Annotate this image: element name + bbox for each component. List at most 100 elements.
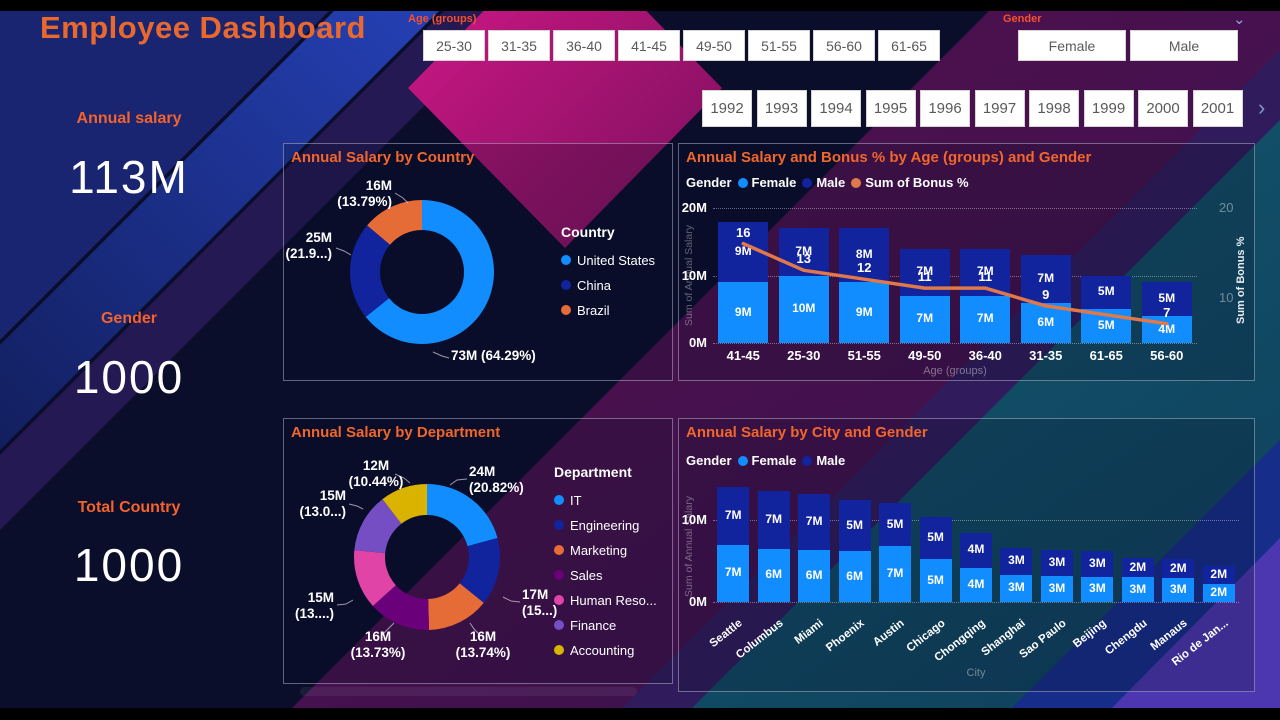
donut-slice-engineering[interactable]: [459, 538, 500, 603]
bar-male-austin[interactable]: [879, 502, 912, 547]
bar-female-beijing[interactable]: [1081, 576, 1114, 602]
legend-item-engineering[interactable]: Engineering: [554, 516, 657, 534]
bar-female-chengdu[interactable]: [1121, 577, 1154, 602]
age-option-31-35[interactable]: 31-35: [488, 30, 550, 61]
year-option-1994[interactable]: 1994: [811, 90, 861, 127]
year-option-2001[interactable]: 2001: [1192, 90, 1243, 127]
bar-male-chicago[interactable]: [919, 516, 952, 560]
age-option-51-55[interactable]: 51-55: [748, 30, 810, 61]
year-option-1993[interactable]: 1993: [756, 90, 807, 127]
age-option-56-60[interactable]: 56-60: [813, 30, 875, 61]
bar-female-phoenix[interactable]: [838, 551, 871, 602]
year-option-1997[interactable]: 1997: [974, 90, 1025, 127]
year-option-1996[interactable]: 1996: [920, 90, 970, 127]
line-value-label: 7: [1163, 304, 1171, 320]
gender-option-male[interactable]: Male: [1130, 30, 1238, 61]
legend-item-male[interactable]: Male: [802, 453, 845, 468]
bar-male-miami[interactable]: [798, 493, 831, 550]
legend-item-brazil[interactable]: Brazil: [561, 301, 655, 319]
legend-item-it[interactable]: IT: [554, 491, 657, 509]
donut-slice-china[interactable]: [350, 225, 390, 317]
legend-item-china[interactable]: China: [561, 276, 655, 294]
age-option-49-50[interactable]: 49-50: [683, 30, 745, 61]
donut-slice-sales[interactable]: [372, 585, 430, 630]
age-slicer: 25-30 31-35 36-40 41-45 49-50 51-55 56-60 61-65: [423, 30, 940, 61]
bar-female-sao-paulo[interactable]: [1040, 575, 1073, 602]
donut-callout-label: 73M (64.29%): [451, 348, 536, 363]
legend-item-label: Marketing: [570, 542, 628, 558]
year-option-1999[interactable]: 1999: [1083, 90, 1134, 127]
legend-item-finance[interactable]: Finance: [554, 616, 657, 634]
bar-value-label: 4M: [967, 576, 985, 591]
bar-female-seattle[interactable]: [717, 544, 750, 602]
year-option-1992[interactable]: 1992: [702, 90, 752, 127]
legend-item-sum-of-bonus-[interactable]: Sum of Bonus %: [851, 175, 969, 190]
bar-male-rio-de-jan-[interactable]: [1202, 565, 1235, 584]
year-option-1995[interactable]: 1995: [865, 90, 916, 127]
legend-item-female[interactable]: Female: [737, 175, 796, 190]
legend-item-label: Brazil: [577, 302, 610, 318]
donut-slice-human-reso-[interactable]: [354, 550, 396, 606]
donut-slice-marketing[interactable]: [428, 583, 484, 630]
year-option-2000[interactable]: 2000: [1138, 90, 1188, 127]
bar-male-chengdu[interactable]: [1121, 557, 1154, 578]
bar-value-label: 3M: [1008, 553, 1025, 568]
age-option-41-45[interactable]: 41-45: [618, 30, 680, 61]
y-axis-title: Sum of Annual Salary: [683, 225, 695, 326]
donut-callout-label: (21.9...): [285, 246, 332, 261]
legend-item-sales[interactable]: Sales: [554, 566, 657, 584]
legend-item-united-states[interactable]: United States: [561, 251, 655, 269]
age-option-25-30[interactable]: 25-30: [423, 30, 485, 61]
bar-female-shanghai[interactable]: [1000, 574, 1033, 602]
bar-female-chongqing[interactable]: [960, 567, 992, 602]
chevron-down-icon[interactable]: ⌄: [1233, 11, 1246, 28]
bar-female-miami[interactable]: [798, 549, 831, 602]
legend-item-marketing[interactable]: Marketing: [554, 541, 657, 559]
bar-female-austin[interactable]: [879, 546, 912, 602]
donut-callout-label: (13.0...): [299, 504, 346, 519]
gridline: [713, 520, 1239, 521]
bar-male-beijing[interactable]: [1081, 551, 1114, 577]
donut-slice-brazil[interactable]: [367, 200, 422, 245]
bar-female-chicago[interactable]: [919, 559, 952, 602]
line-value-label: 11: [978, 269, 993, 285]
bar-male-chongqing[interactable]: [960, 533, 992, 568]
bar-male-columbus[interactable]: [757, 491, 790, 549]
age-option-36-40[interactable]: 36-40: [553, 30, 615, 61]
bar-male-seattle[interactable]: [717, 487, 750, 545]
bar-male-phoenix[interactable]: [838, 500, 871, 552]
age-option-61-65[interactable]: 61-65: [878, 30, 940, 61]
donut-callout-label: (13.79%): [337, 194, 392, 209]
donut-country: 73M (64.29%) 25M (21.9...) 16M (13.79%) Count…: [284, 144, 674, 382]
donut-callout-label: 17M: [522, 587, 548, 602]
legend-item-human-reso-[interactable]: Human Reso...: [554, 591, 657, 609]
legend-item-male[interactable]: Male: [802, 175, 845, 190]
bar-female-rio-de-jan-[interactable]: [1202, 583, 1235, 602]
line-value-label: 13: [796, 251, 811, 267]
donut-slice-accounting[interactable]: [382, 484, 427, 524]
legend-dot: [554, 595, 564, 605]
donut-slice-finance[interactable]: [354, 499, 402, 554]
legend-item-accounting[interactable]: Accounting: [554, 641, 657, 659]
kpi-gender-value: 1000: [73, 351, 185, 403]
legend-item-female[interactable]: Female: [737, 453, 796, 468]
kpi-annual-salary-value: 113M: [69, 151, 189, 203]
bar-male-manaus[interactable]: [1162, 559, 1195, 579]
chevron-right-icon[interactable]: ›: [1258, 95, 1266, 120]
donut-slice-united-states[interactable]: [365, 200, 494, 344]
year-option-1998[interactable]: 1998: [1029, 90, 1079, 127]
horizontal-scrollbar[interactable]: [300, 687, 637, 696]
bar-female-manaus[interactable]: [1162, 578, 1195, 602]
donut-callout-label: (20.82%): [469, 480, 524, 495]
bar-value-label: 2M: [1169, 560, 1187, 575]
gender-option-female[interactable]: Female: [1018, 30, 1126, 61]
legend-item-label: Accounting: [570, 642, 635, 658]
legend-item-label: Engineering: [570, 517, 640, 533]
bar-male-sao-paulo[interactable]: [1040, 549, 1073, 576]
bar-female-columbus[interactable]: [757, 548, 790, 602]
panel-salary-bonus-by-age: Annual Salary and Bonus % by Age (groups…: [678, 143, 1255, 381]
donut-slice-it[interactable]: [427, 484, 498, 547]
x-axis-title: Age (groups): [923, 365, 987, 377]
bar-male-shanghai[interactable]: [1000, 547, 1033, 575]
page-title: Employee Dashboard: [40, 10, 366, 45]
